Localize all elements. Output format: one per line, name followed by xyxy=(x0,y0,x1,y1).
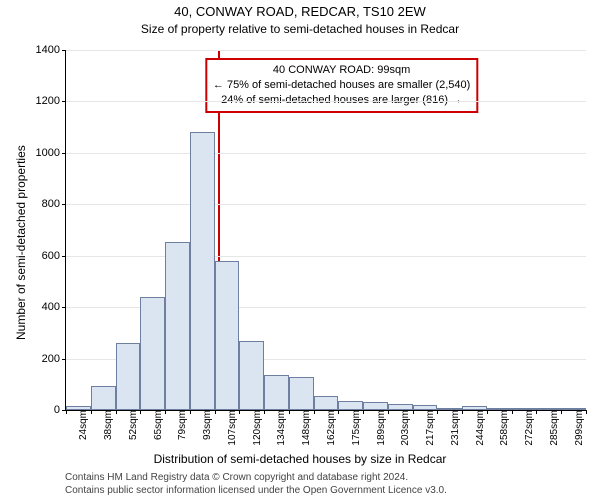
gridline xyxy=(66,204,586,205)
x-tick-label: 38sqm xyxy=(100,410,114,440)
x-tick-mark xyxy=(215,410,216,414)
y-tick-mark xyxy=(62,204,66,205)
x-tick-mark xyxy=(314,410,315,414)
gridline xyxy=(66,101,586,102)
footer-text: Contains HM Land Registry data © Crown c… xyxy=(65,472,590,497)
annotation-line2: ← 75% of semi-detached houses are smalle… xyxy=(213,78,470,93)
x-tick-mark xyxy=(66,410,67,414)
gridline xyxy=(66,153,586,154)
x-tick-mark xyxy=(561,410,562,414)
x-tick-label: 93sqm xyxy=(199,410,213,440)
x-tick-mark xyxy=(190,410,191,414)
x-tick-label: 65sqm xyxy=(150,410,164,440)
x-tick-label: 285sqm xyxy=(546,410,560,446)
chart-suptitle: 40, CONWAY ROAD, REDCAR, TS10 2EW xyxy=(0,4,600,19)
x-tick-label: 148sqm xyxy=(298,410,312,446)
x-tick-mark xyxy=(338,410,339,414)
histogram-bar xyxy=(264,375,289,410)
x-tick-label: 107sqm xyxy=(224,410,238,446)
x-tick-label: 203sqm xyxy=(397,410,411,446)
x-tick-mark xyxy=(363,410,364,414)
x-tick-label: 299sqm xyxy=(571,410,585,446)
footer-line-1: Contains HM Land Registry data © Crown c… xyxy=(65,472,590,485)
y-tick-mark xyxy=(62,101,66,102)
y-tick-mark xyxy=(62,50,66,51)
y-axis-label: Number of semi-detached properties xyxy=(14,145,28,340)
y-tick-mark xyxy=(62,256,66,257)
x-tick-mark xyxy=(239,410,240,414)
plot-area: 40 CONWAY ROAD: 99sqm ← 75% of semi-deta… xyxy=(65,50,586,411)
histogram-bar xyxy=(215,261,240,410)
histogram-bar xyxy=(116,343,141,410)
x-tick-label: 79sqm xyxy=(174,410,188,440)
x-tick-mark xyxy=(487,410,488,414)
y-tick-mark xyxy=(62,359,66,360)
x-tick-mark xyxy=(512,410,513,414)
x-tick-label: 175sqm xyxy=(348,410,362,446)
y-tick-mark xyxy=(62,307,66,308)
y-tick-mark xyxy=(62,153,66,154)
histogram-bar xyxy=(314,396,339,410)
x-tick-label: 272sqm xyxy=(521,410,535,446)
histogram-bar xyxy=(140,297,165,410)
x-tick-mark xyxy=(586,410,587,414)
annotation-line1: 40 CONWAY ROAD: 99sqm xyxy=(213,63,470,78)
gridline xyxy=(66,50,586,51)
annotation-line3: 24% of semi-detached houses are larger (… xyxy=(213,93,470,108)
footer-line-2: Contains public sector information licen… xyxy=(65,485,590,498)
annotation-box: 40 CONWAY ROAD: 99sqm ← 75% of semi-deta… xyxy=(205,58,478,113)
x-tick-mark xyxy=(462,410,463,414)
histogram-bar xyxy=(91,386,116,410)
chart-container: 40, CONWAY ROAD, REDCAR, TS10 2EW Size o… xyxy=(0,0,600,500)
x-tick-mark xyxy=(536,410,537,414)
x-axis-label: Distribution of semi-detached houses by … xyxy=(0,452,600,466)
x-tick-mark xyxy=(264,410,265,414)
histogram-bar xyxy=(190,132,215,410)
x-tick-mark xyxy=(437,410,438,414)
x-tick-label: 231sqm xyxy=(447,410,461,446)
x-tick-label: 162sqm xyxy=(323,410,337,446)
x-tick-mark xyxy=(140,410,141,414)
x-tick-label: 24sqm xyxy=(75,410,89,440)
x-tick-label: 189sqm xyxy=(373,410,387,446)
histogram-bar xyxy=(289,377,314,410)
x-tick-mark xyxy=(413,410,414,414)
histogram-bar xyxy=(363,402,388,410)
histogram-bar xyxy=(165,242,190,410)
histogram-bar xyxy=(239,341,264,410)
x-tick-label: 244sqm xyxy=(472,410,486,446)
x-tick-label: 134sqm xyxy=(273,410,287,446)
x-tick-mark xyxy=(91,410,92,414)
x-tick-label: 217sqm xyxy=(422,410,436,446)
x-tick-mark xyxy=(165,410,166,414)
chart-title: Size of property relative to semi-detach… xyxy=(0,22,600,36)
x-tick-label: 52sqm xyxy=(125,410,139,440)
x-tick-label: 120sqm xyxy=(249,410,263,446)
x-tick-mark xyxy=(388,410,389,414)
x-tick-mark xyxy=(116,410,117,414)
gridline xyxy=(66,256,586,257)
histogram-bar xyxy=(338,401,363,410)
x-tick-label: 258sqm xyxy=(496,410,510,446)
x-tick-mark xyxy=(289,410,290,414)
